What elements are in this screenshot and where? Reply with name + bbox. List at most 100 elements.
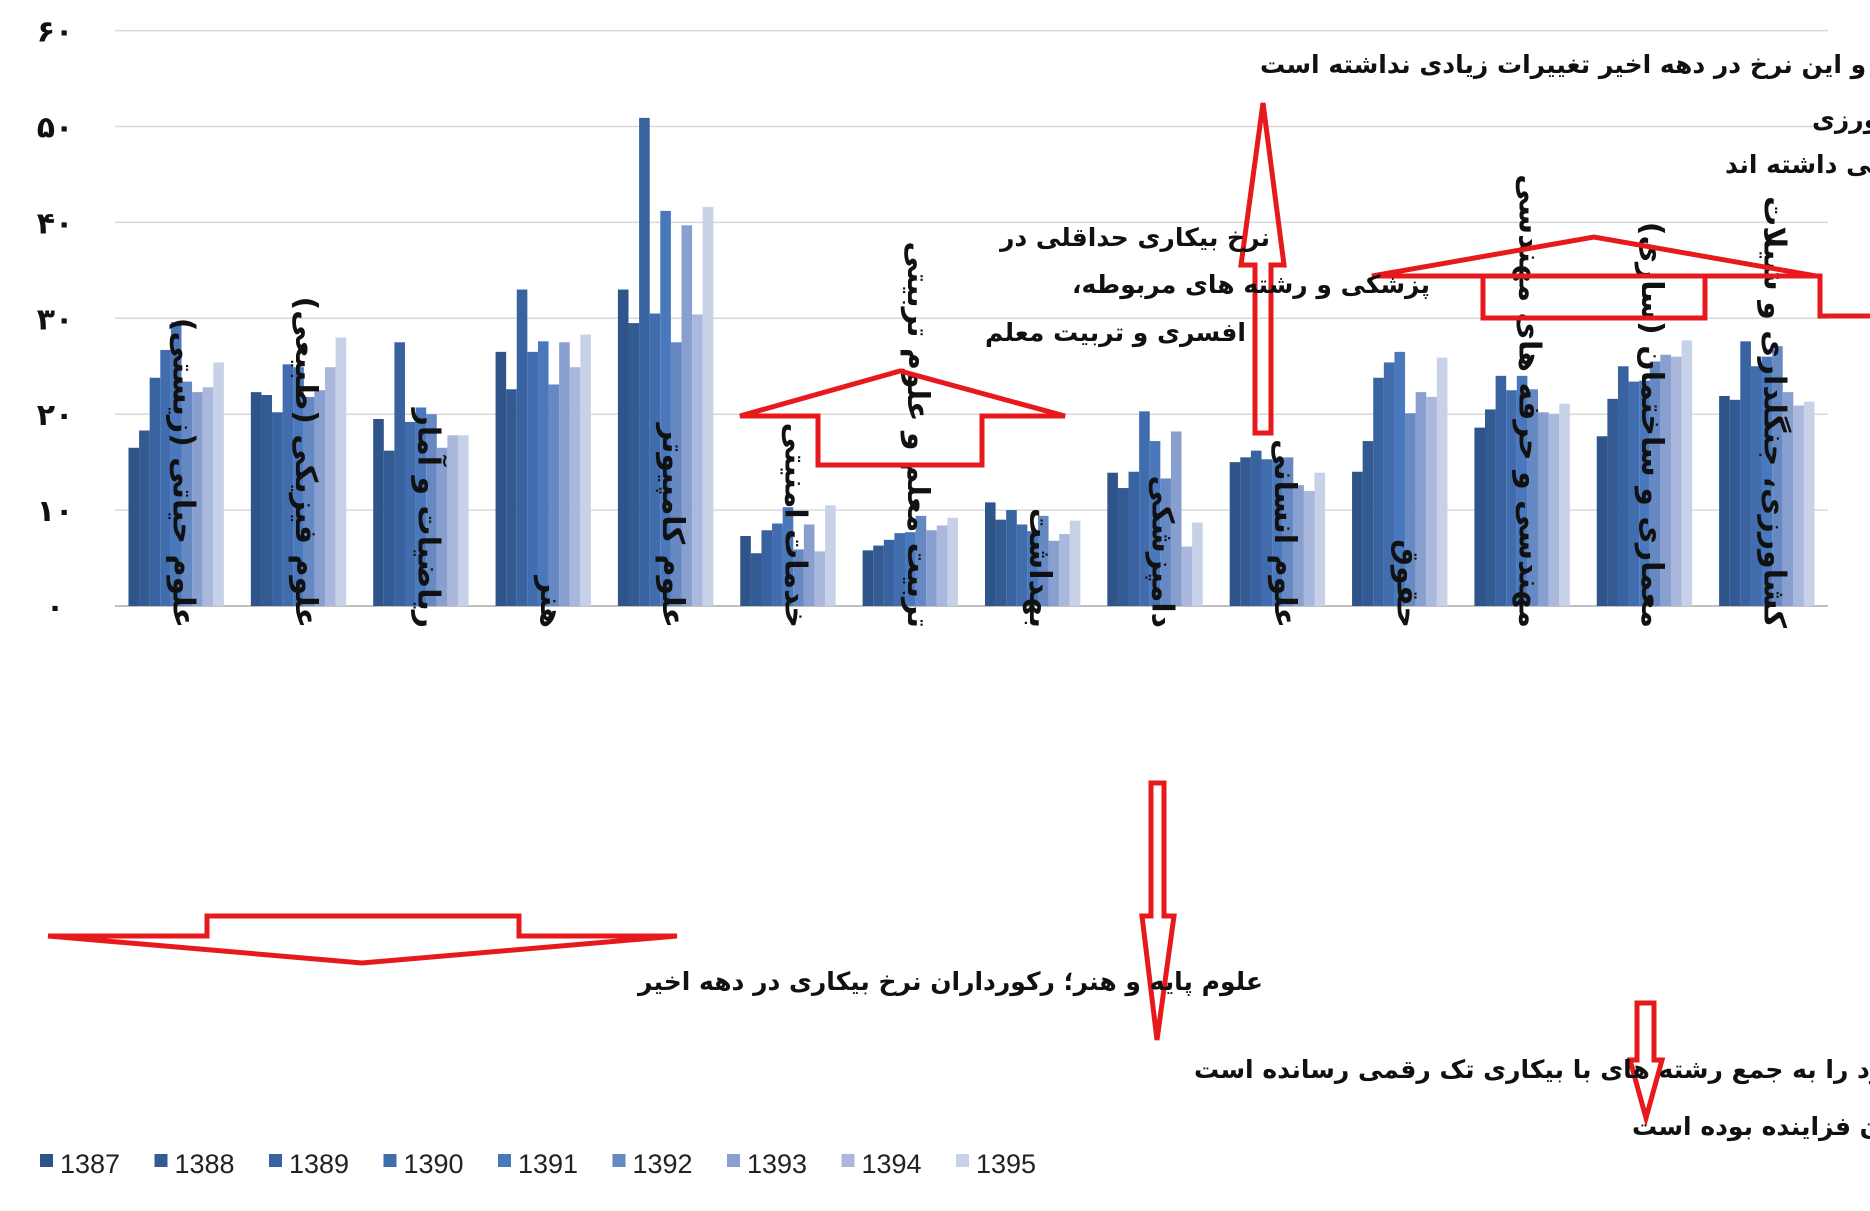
bar <box>1181 546 1193 606</box>
legend-label: 1389 <box>289 1149 349 1179</box>
bar <box>457 435 469 606</box>
bar <box>649 313 661 606</box>
bar <box>1607 398 1618 606</box>
note-min-unemployment-1: نرخ بیکاری حداقلی در <box>998 223 1270 253</box>
bar <box>1548 414 1560 606</box>
legend-label: 1393 <box>747 1149 807 1179</box>
bar <box>1282 457 1294 606</box>
legend-label: 1387 <box>60 1149 120 1179</box>
x-category-label: بهداشت <box>1022 508 1057 628</box>
bar <box>1415 392 1427 606</box>
bar <box>905 532 916 606</box>
bar <box>1261 459 1273 606</box>
legend-label: 1388 <box>175 1149 235 1179</box>
bar <box>1272 460 1283 606</box>
legend-label: 1395 <box>976 1149 1036 1179</box>
bar <box>1383 362 1395 606</box>
x-category-label: دامپزشکی <box>1145 476 1180 628</box>
note-architecture: نرخ بیکاری عمران فزاینده بوده است <box>1632 1112 1870 1142</box>
bar <box>1660 354 1671 606</box>
bar <box>1750 366 1762 606</box>
bar <box>660 210 671 606</box>
bar <box>495 351 507 606</box>
bar <box>1761 356 1773 606</box>
legend-label: 1390 <box>404 1149 464 1179</box>
arrow-down-architecture <box>1626 1000 1666 1128</box>
bar <box>1772 346 1783 606</box>
bar <box>782 507 794 606</box>
legend-swatch <box>956 1154 969 1167</box>
x-axis-categories: علوم حیاتی (زیستی) علوم فیزیکی (طبیعی) ریا… <box>166 174 1793 628</box>
bar <box>883 539 895 606</box>
bar <box>1016 524 1028 606</box>
bar <box>740 535 751 606</box>
bar <box>1048 540 1060 606</box>
bar <box>803 524 815 606</box>
x-category-label: هنر <box>533 574 568 628</box>
bar <box>702 207 714 606</box>
bar <box>1107 472 1118 606</box>
bar <box>1485 409 1496 606</box>
bar <box>1405 413 1416 606</box>
legend-swatch <box>154 1154 168 1167</box>
bar <box>947 517 959 606</box>
bar <box>692 314 703 606</box>
legend-swatch <box>40 1154 53 1167</box>
bar <box>639 117 650 606</box>
note-high-unemployment-1: مهندسی ها، حقوق و معماری و کشاورزی <box>1812 105 1870 135</box>
bar <box>261 395 273 606</box>
arrow-up-medicine <box>739 368 1066 468</box>
bar <box>202 387 214 606</box>
bar <box>1303 490 1315 606</box>
bar <box>1117 488 1129 606</box>
bar <box>1240 457 1251 606</box>
note-min-unemployment-3: افسری و تربیت معلم <box>985 318 1246 348</box>
bar <box>404 421 416 606</box>
bar <box>926 530 937 606</box>
bar <box>537 341 549 606</box>
legend: 1387 1388 1389 1390 1391 1392 1393 1394 1395 <box>40 1149 1036 1179</box>
x-category-label: علوم فیزیکی (طبیعی) <box>288 297 323 629</box>
bar <box>681 225 693 607</box>
bar <box>580 334 591 606</box>
legend-swatch <box>612 1154 626 1167</box>
y-axis: ۰ ۱۰ ۲۰ ۳۰ ۴۰ ۵۰ ۶۰ <box>37 15 74 625</box>
arrow-down-basic-sciences <box>47 913 678 966</box>
bar <box>373 418 384 606</box>
bar <box>160 349 171 606</box>
bar <box>1250 450 1262 606</box>
bar <box>436 447 448 606</box>
bar <box>814 551 826 606</box>
bar <box>1362 441 1374 606</box>
bar <box>1782 392 1794 606</box>
bar <box>1160 478 1171 606</box>
bar <box>995 519 1007 606</box>
bar <box>1293 485 1304 606</box>
bar <box>1617 366 1629 606</box>
x-category-label: ریاضیات و آمار <box>410 407 447 628</box>
bar <box>1559 403 1570 606</box>
bar <box>1229 462 1241 606</box>
bar <box>272 412 283 606</box>
note-high-unemployment-2: هم بیکاری نسبتا بالایی داشته اند <box>1725 150 1870 179</box>
bar <box>394 342 405 606</box>
note-veterinary: دامپزشکی در سال های اخیر خود را به جمع ر… <box>1194 1055 1870 1085</box>
legend-swatch <box>727 1154 740 1167</box>
bar <box>750 553 762 606</box>
x-category-label: کشاورزی، جنگلداری و شیلات <box>1756 196 1792 628</box>
bar <box>628 323 640 606</box>
bar <box>894 533 906 606</box>
note-min-unemployment-2: پزشکی و رشته های مربوطه، <box>1072 270 1430 300</box>
x-category-label: تربیت معلم و علوم تربیتی <box>900 242 935 628</box>
bar <box>1474 427 1486 606</box>
legend-swatch <box>383 1154 397 1167</box>
bar <box>1596 436 1608 606</box>
legend-swatch <box>269 1154 282 1167</box>
bar <box>862 550 874 606</box>
bar <box>569 367 581 606</box>
bar <box>426 414 437 606</box>
x-category-label: علوم حیاتی (زیستی) <box>166 318 201 628</box>
x-category-label: خدمات امنیتی <box>777 423 812 628</box>
bar <box>1037 515 1049 606</box>
